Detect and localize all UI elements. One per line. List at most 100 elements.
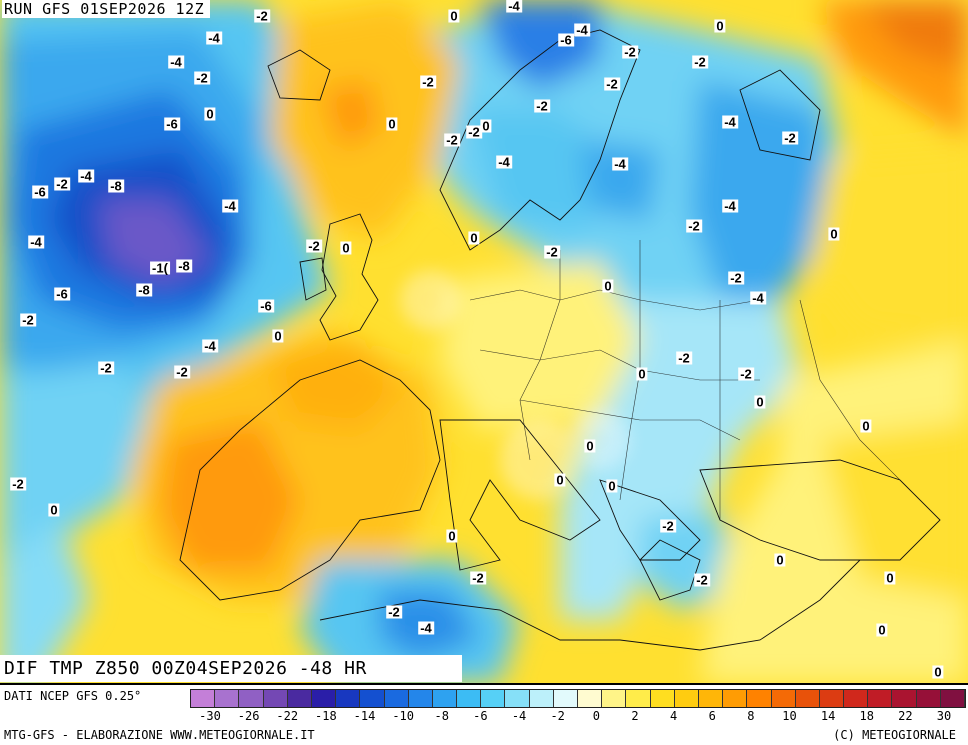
scale-tick-label: 30 [936,709,952,723]
contour-label: 0 [48,502,60,518]
contour-label: -2 [782,130,798,146]
contour-label: 0 [468,230,480,246]
contour-label: -4 [750,290,766,306]
contour-label: -4 [28,234,44,250]
scale-tick-label: -26 [237,709,260,723]
scale-tick-label: -18 [315,709,337,723]
scale-tick-label: 14 [820,709,836,723]
contour-label: -4 [506,0,522,14]
contour-label: -2 [544,244,560,260]
contour-label: -2 [622,44,638,60]
color-swatch [336,690,361,707]
contour-label: -4 [418,620,434,636]
contour-label: -2 [98,360,114,376]
scale-tick-label: 18 [859,709,874,723]
color-swatch [626,690,651,707]
contour-label: 0 [884,570,896,586]
contour-label: 0 [636,366,648,382]
legend-bar: DATI NCEP GFS 0.25° -30 -26 -22 -18 -14 -10 -8… [0,683,968,745]
color-swatch [916,690,941,707]
contour-label: 0 [860,418,872,434]
color-swatch [868,690,893,707]
contour-label: -2 [54,176,70,192]
contour-label: -2 [10,476,26,492]
color-swatch [287,690,312,707]
color-swatch [215,690,240,707]
contour-label: -2 [534,98,550,114]
color-swatch [191,690,216,707]
color-scale [190,689,966,708]
color-swatch [892,690,917,707]
scale-tick-label: -22 [276,709,299,723]
color-swatch [747,690,772,707]
color-swatch [650,690,675,707]
contour-label: 0 [602,278,614,294]
contour-label: -2 [728,270,744,286]
color-swatch [457,690,482,707]
contour-label: -4 [206,30,222,46]
contour-label: 0 [446,528,458,544]
contour-label: -6 [164,116,180,132]
credit-label: MTG-GFS - ELABORAZIONE WWW.METEOGIORNALE… [4,728,315,742]
color-swatch [844,690,869,707]
coastlines [179,29,941,651]
contour-label: -2 [444,132,460,148]
borders [469,240,901,520]
contour-label: -2 [174,364,190,380]
scale-tick-label: -14 [353,709,376,723]
contour-label: 0 [714,18,726,34]
contour-label: 0 [386,116,398,132]
scale-tick-label: 8 [747,709,755,723]
contour-label: -4 [222,198,238,214]
contour-label: -2 [694,572,710,588]
contour-label: -8 [176,258,192,274]
scale-tick-label: -6 [473,709,488,723]
contour-label: 0 [774,552,786,568]
contour-label: -6 [32,184,48,200]
color-swatch [529,690,554,707]
contour-label: 0 [554,472,566,488]
contour-label: 0 [272,328,284,344]
color-swatch [263,690,288,707]
contour-label: -6 [258,298,274,314]
scale-tick-label: 6 [708,709,716,723]
contour-label: -4 [202,338,218,354]
contour-label: -2 [420,74,436,90]
scale-tick-label: 2 [631,709,639,723]
color-swatch [602,690,627,707]
contour-label: 0 [204,106,216,122]
contour-label: 0 [480,118,492,134]
scale-tick-label: 0 [592,709,600,723]
anomaly-field [0,0,968,683]
color-swatch [553,690,578,707]
color-swatch [360,690,385,707]
contour-label: 0 [584,438,596,454]
contour-label: -8 [108,178,124,194]
contour-label: -2 [660,518,676,534]
color-swatch [311,690,337,707]
run-label: RUN GFS 01SEP2026 12Z [2,0,211,18]
contour-label: 0 [876,622,888,638]
scale-tick-label: -4 [511,709,527,723]
contour-label: 0 [932,664,944,680]
contour-label: -8 [136,282,152,298]
contour-label: 0 [340,240,352,256]
color-swatch [771,690,796,707]
contour-label: -2 [470,570,486,586]
contour-label: -6 [558,32,574,48]
contour-label: -4 [78,168,94,184]
contour-label: -2 [386,604,402,620]
color-swatch [505,690,530,707]
scale-tick-label: 10 [782,709,797,723]
scale-tick-label: 22 [898,709,913,723]
contour-label: -2 [676,350,692,366]
contour-label: -2 [194,70,210,86]
contour-label: -4 [574,22,590,38]
contour-label: -2 [20,312,36,328]
color-swatch [481,690,506,707]
color-swatch [578,690,603,707]
contour-label: -1( [150,260,170,276]
contour-label: 0 [754,394,766,410]
contour-label: -4 [168,54,184,70]
scale-tick-label: -8 [434,709,450,723]
